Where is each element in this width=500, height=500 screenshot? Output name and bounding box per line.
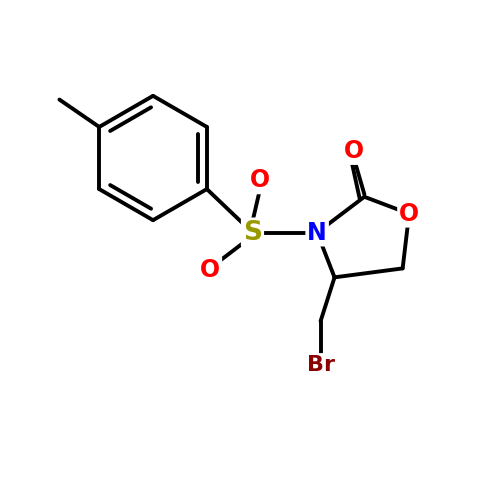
Text: O: O (250, 168, 270, 192)
Text: O: O (399, 202, 419, 226)
Text: O: O (344, 139, 364, 163)
Text: S: S (243, 220, 262, 246)
Text: O: O (200, 258, 220, 282)
Text: N: N (308, 220, 327, 244)
Text: Br: Br (306, 355, 334, 375)
